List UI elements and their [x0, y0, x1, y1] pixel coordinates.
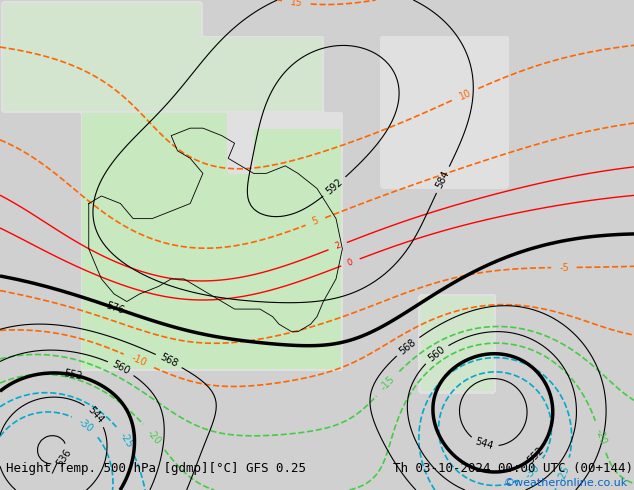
- Text: -25: -25: [556, 464, 572, 483]
- Text: 10: 10: [458, 87, 473, 101]
- Text: 552: 552: [525, 445, 545, 465]
- Text: Height/Temp. 500 hPa [gdmp][°C] GFS 0.25: Height/Temp. 500 hPa [gdmp][°C] GFS 0.25: [6, 462, 306, 475]
- Text: 560: 560: [426, 344, 447, 364]
- Text: 2: 2: [333, 241, 342, 251]
- Text: Th 03-10-2024 00:00 UTC (00+144): Th 03-10-2024 00:00 UTC (00+144): [393, 462, 633, 475]
- Text: -10: -10: [129, 353, 148, 368]
- Text: 568: 568: [398, 337, 418, 356]
- Text: -5: -5: [559, 263, 569, 272]
- Text: 536: 536: [55, 447, 73, 468]
- Text: 584: 584: [434, 169, 451, 190]
- Text: -30: -30: [523, 462, 541, 480]
- Text: 5: 5: [311, 216, 320, 227]
- Text: -20: -20: [145, 427, 163, 446]
- Text: 576: 576: [104, 300, 125, 316]
- Text: 544: 544: [474, 437, 495, 452]
- Text: 552: 552: [63, 368, 84, 382]
- Text: 544: 544: [86, 405, 105, 425]
- Text: 560: 560: [110, 359, 132, 377]
- Text: -30: -30: [77, 416, 95, 434]
- Text: 0: 0: [346, 257, 354, 268]
- Text: -25: -25: [118, 431, 135, 450]
- Text: -20: -20: [593, 428, 608, 446]
- Text: 592: 592: [324, 177, 345, 196]
- Text: ©weatheronline.co.uk: ©weatheronline.co.uk: [503, 478, 628, 488]
- Text: 15: 15: [290, 0, 303, 8]
- Text: -15: -15: [378, 374, 397, 393]
- Text: 568: 568: [158, 352, 179, 369]
